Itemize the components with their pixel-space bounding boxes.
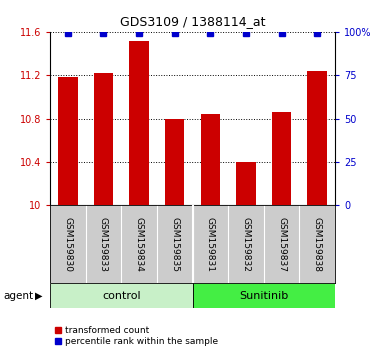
Bar (272, 112, 291, 205)
Text: Sunitinib: Sunitinib (239, 291, 288, 301)
Text: control: control (102, 291, 141, 301)
Bar (50, 283, 192, 308)
Text: ▶: ▶ (35, 291, 42, 301)
Text: GSM159831: GSM159831 (206, 217, 215, 272)
Bar (165, 119, 184, 205)
Bar (307, 71, 327, 205)
Text: GSM159838: GSM159838 (313, 217, 321, 272)
Text: GSM159835: GSM159835 (170, 217, 179, 272)
Bar (192, 283, 335, 308)
Text: agent: agent (4, 291, 34, 301)
Bar (58, 78, 78, 205)
Text: GSM159837: GSM159837 (277, 217, 286, 272)
Bar (129, 40, 149, 205)
Title: GDS3109 / 1388114_at: GDS3109 / 1388114_at (120, 15, 265, 28)
Text: GSM159832: GSM159832 (241, 217, 250, 272)
Text: GSM159830: GSM159830 (64, 217, 72, 272)
Legend: transformed count, percentile rank within the sample: transformed count, percentile rank withi… (51, 322, 222, 349)
Text: GSM159833: GSM159833 (99, 217, 108, 272)
Bar (201, 114, 220, 205)
Bar (94, 73, 113, 205)
Bar (236, 162, 256, 205)
Text: GSM159834: GSM159834 (135, 217, 144, 272)
